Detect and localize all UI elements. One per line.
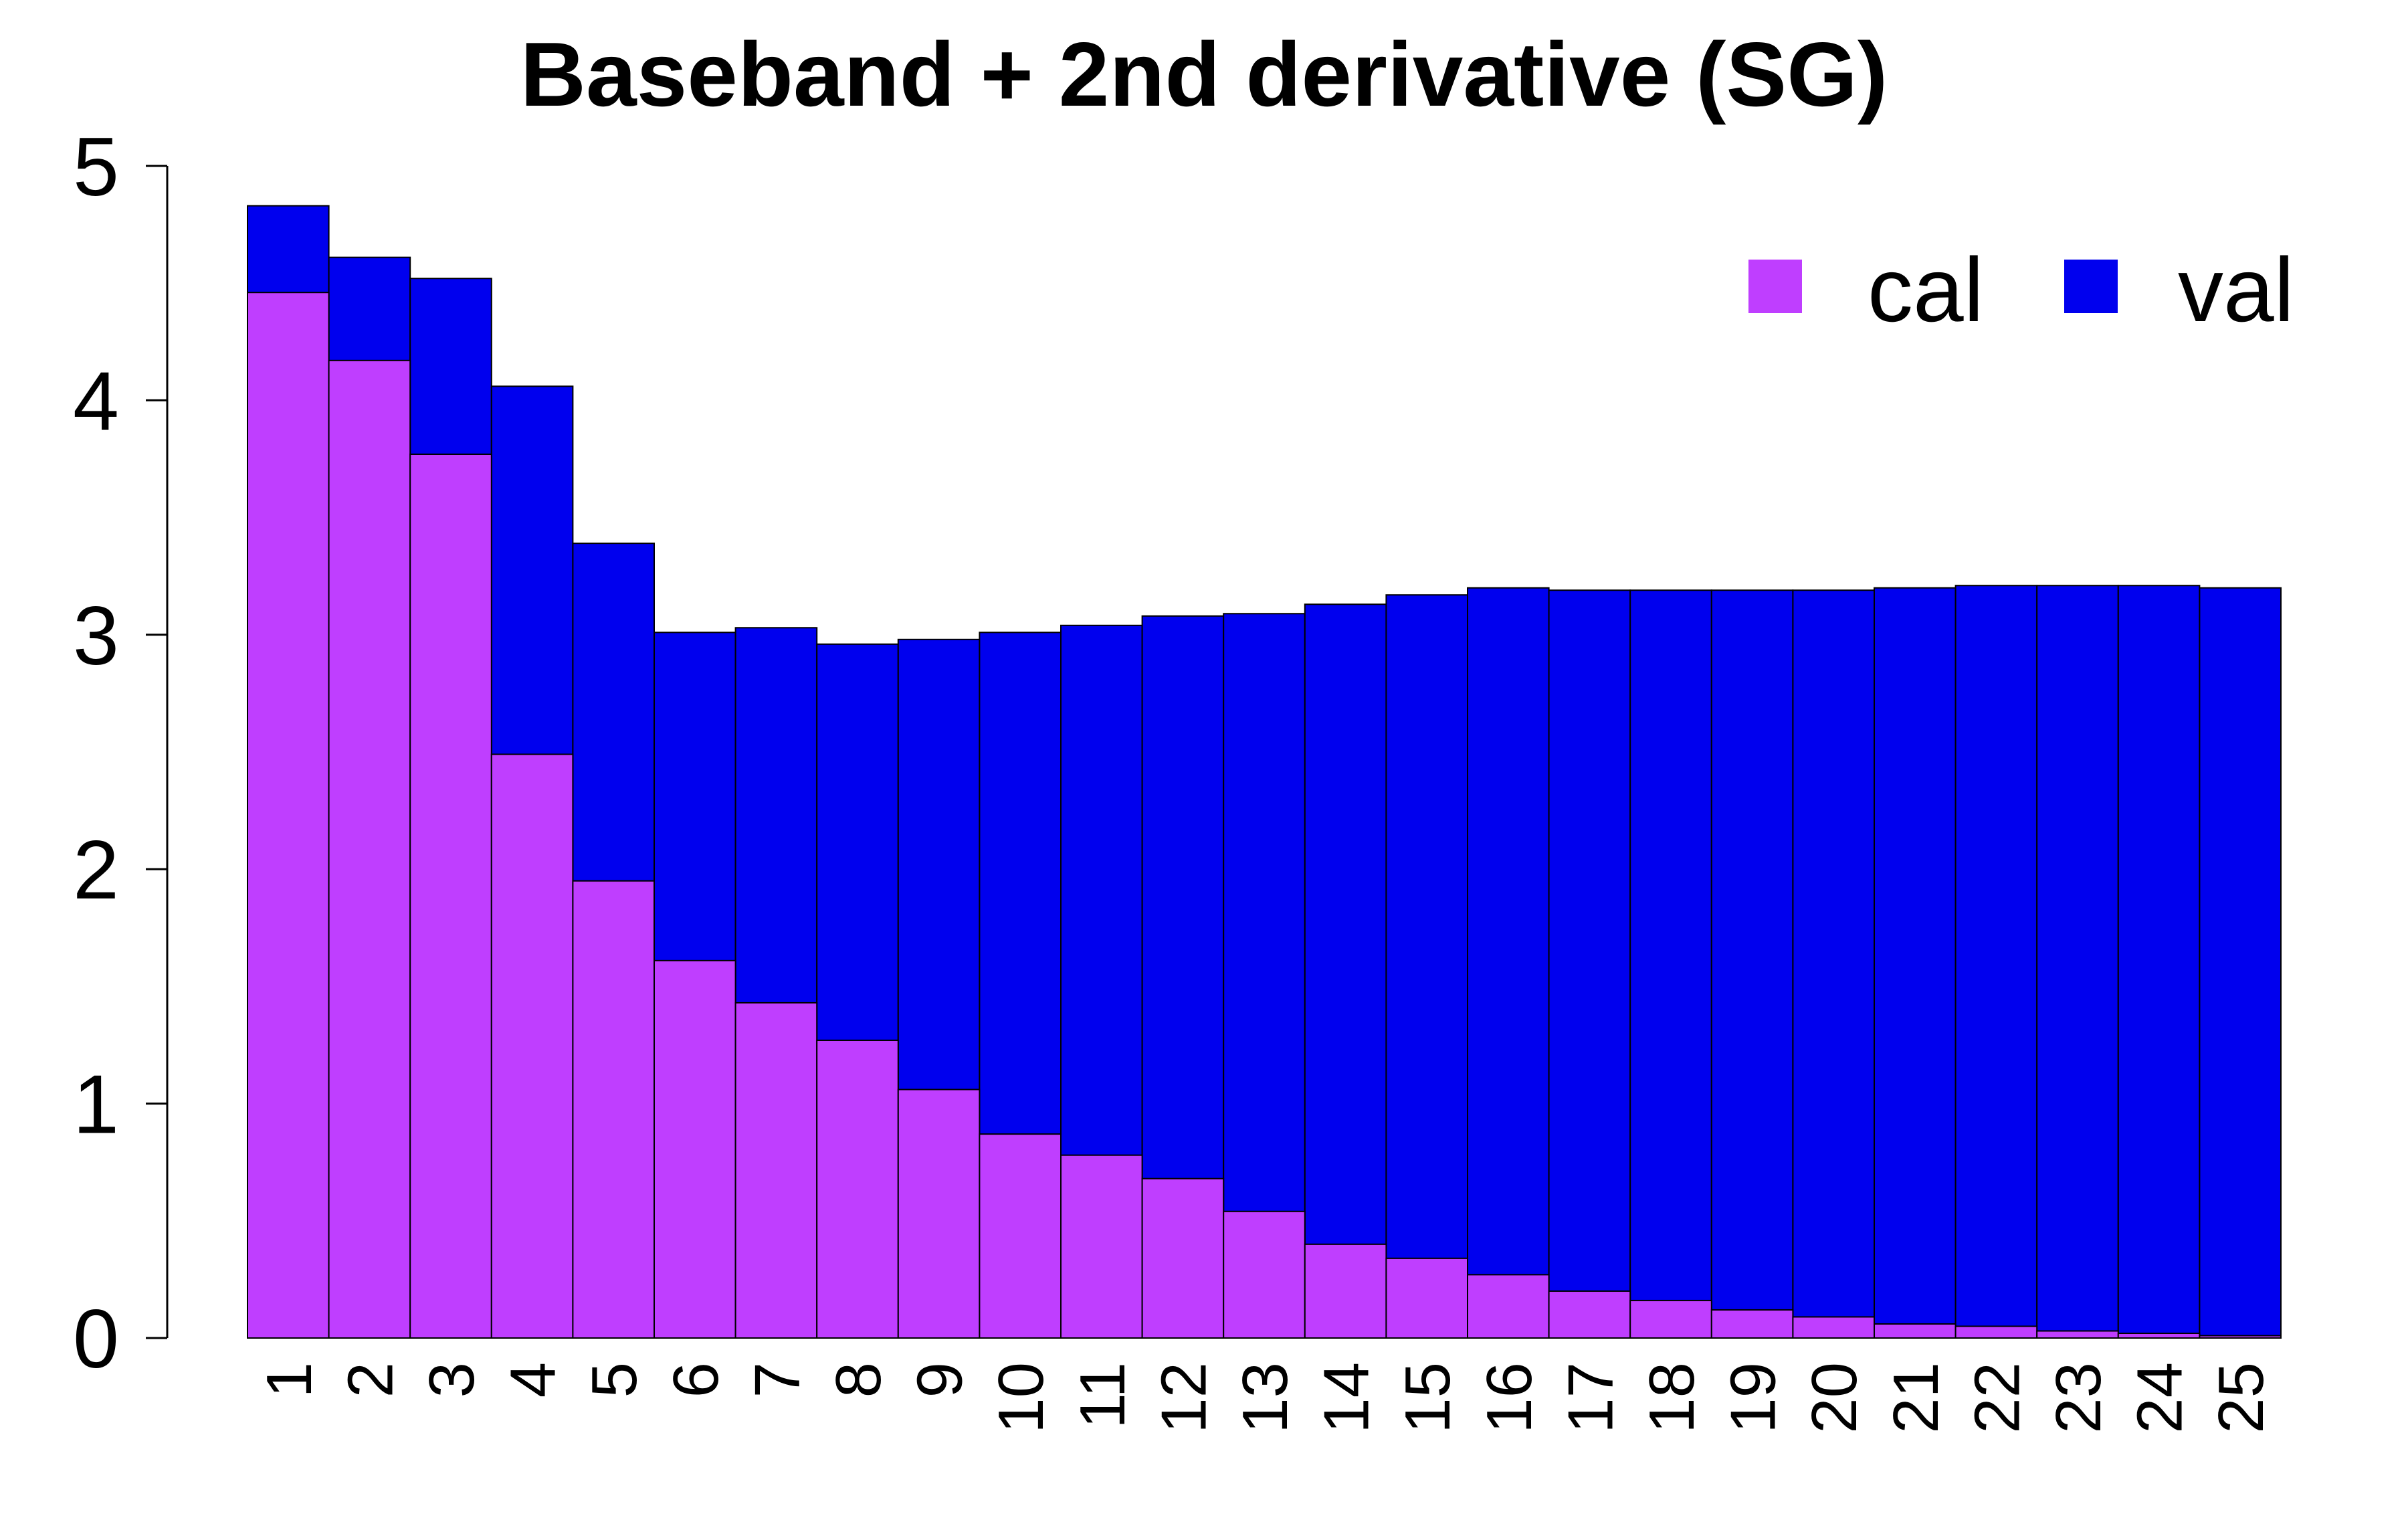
cal-bar	[1874, 1323, 1956, 1339]
x-tick-label: 2	[334, 1362, 406, 1398]
val-bar	[2199, 587, 2282, 1339]
val-bar	[1874, 587, 1956, 1339]
x-tick-label: 17	[1554, 1362, 1626, 1434]
cal-bar	[247, 292, 330, 1339]
x-tick-label: 5	[579, 1362, 650, 1398]
x-tick-label: 19	[1718, 1362, 1789, 1434]
cal-bar	[979, 1133, 1062, 1339]
cal-bar	[1792, 1316, 1875, 1339]
cal-bar	[572, 880, 656, 1339]
cal-bar	[1060, 1154, 1143, 1339]
x-tick-label: 6	[660, 1362, 732, 1398]
val-bar	[1710, 589, 1794, 1339]
cal-bar	[328, 359, 411, 1339]
val-bar	[1629, 589, 1712, 1339]
x-tick-label: 14	[1311, 1362, 1383, 1434]
cal-bar	[654, 959, 736, 1339]
cal-bar	[1548, 1290, 1631, 1339]
cal-bar	[1223, 1210, 1306, 1339]
y-axis: 0 1 2 3 4 5	[73, 121, 169, 1386]
y-tick-label: 4	[73, 355, 119, 448]
cal-bar	[1710, 1309, 1794, 1339]
cal-bar	[409, 453, 492, 1339]
val-bar	[1467, 587, 1550, 1339]
x-tick-label: 7	[741, 1362, 813, 1398]
y-tick-label: 5	[73, 121, 119, 213]
legend: cal val	[1748, 239, 2294, 341]
cal-bar	[2117, 1332, 2201, 1339]
x-tick-label: 1	[254, 1362, 325, 1398]
cal-bar	[2036, 1330, 2119, 1339]
cal-bar	[897, 1088, 981, 1339]
legend-cal-swatch	[1748, 260, 1802, 313]
x-tick-label: 18	[1636, 1362, 1708, 1434]
x-tick-label: 22	[1961, 1362, 2033, 1434]
val-bar	[1548, 589, 1631, 1339]
y-tick-label: 2	[73, 824, 119, 917]
cal-series-bars	[247, 292, 2282, 1339]
x-tick-label: 11	[1067, 1362, 1138, 1429]
chart-title: Baseband + 2nd derivative (SG)	[520, 23, 1888, 125]
x-tick-label: 15	[1392, 1362, 1464, 1434]
x-tick-label: 25	[2205, 1362, 2277, 1434]
val-bar	[1792, 589, 1875, 1339]
cal-bar	[2199, 1335, 2282, 1339]
cal-bar	[734, 1002, 818, 1339]
x-tick-label: 8	[823, 1362, 894, 1398]
x-tick-label: 20	[1799, 1362, 1870, 1434]
cal-bar	[1467, 1274, 1550, 1339]
val-bar	[1954, 585, 2038, 1339]
cal-bar	[490, 753, 574, 1339]
cal-bar	[1385, 1257, 1468, 1339]
cal-bar	[1629, 1299, 1712, 1339]
val-bar	[2036, 585, 2119, 1339]
y-tick-label: 1	[73, 1059, 119, 1151]
cal-bar	[1141, 1177, 1225, 1339]
legend-val-label: val	[2178, 239, 2294, 341]
val-bar	[2117, 585, 2201, 1339]
x-tick-label: 24	[2124, 1362, 2196, 1434]
x-tick-label: 21	[1880, 1362, 1952, 1434]
x-tick-label: 9	[904, 1362, 976, 1398]
x-tick-label: 16	[1474, 1362, 1545, 1434]
val-bar	[1304, 603, 1387, 1339]
x-tick-label: 4	[498, 1362, 569, 1398]
cal-bar	[816, 1039, 899, 1339]
y-tick-label: 3	[73, 590, 119, 682]
x-tick-label: 10	[985, 1362, 1057, 1434]
x-tick-label: 3	[416, 1362, 488, 1398]
legend-cal-label: cal	[1868, 239, 1984, 341]
x-tick-label: 13	[1229, 1362, 1301, 1434]
cal-bar	[1304, 1243, 1387, 1339]
x-tick-label: 12	[1148, 1362, 1219, 1434]
x-axis-tick-labels: 1 2 3 4 5 6 7 8 9 10 11 12 13 14 15 16 17 18 19 20 21 22 23 24 2…	[254, 1362, 2277, 1434]
y-tick-label: 0	[73, 1293, 119, 1386]
legend-val-swatch	[2064, 260, 2118, 313]
val-bar	[1385, 594, 1468, 1339]
x-tick-label: 23	[2043, 1362, 2114, 1434]
cal-bar	[1954, 1325, 2038, 1339]
